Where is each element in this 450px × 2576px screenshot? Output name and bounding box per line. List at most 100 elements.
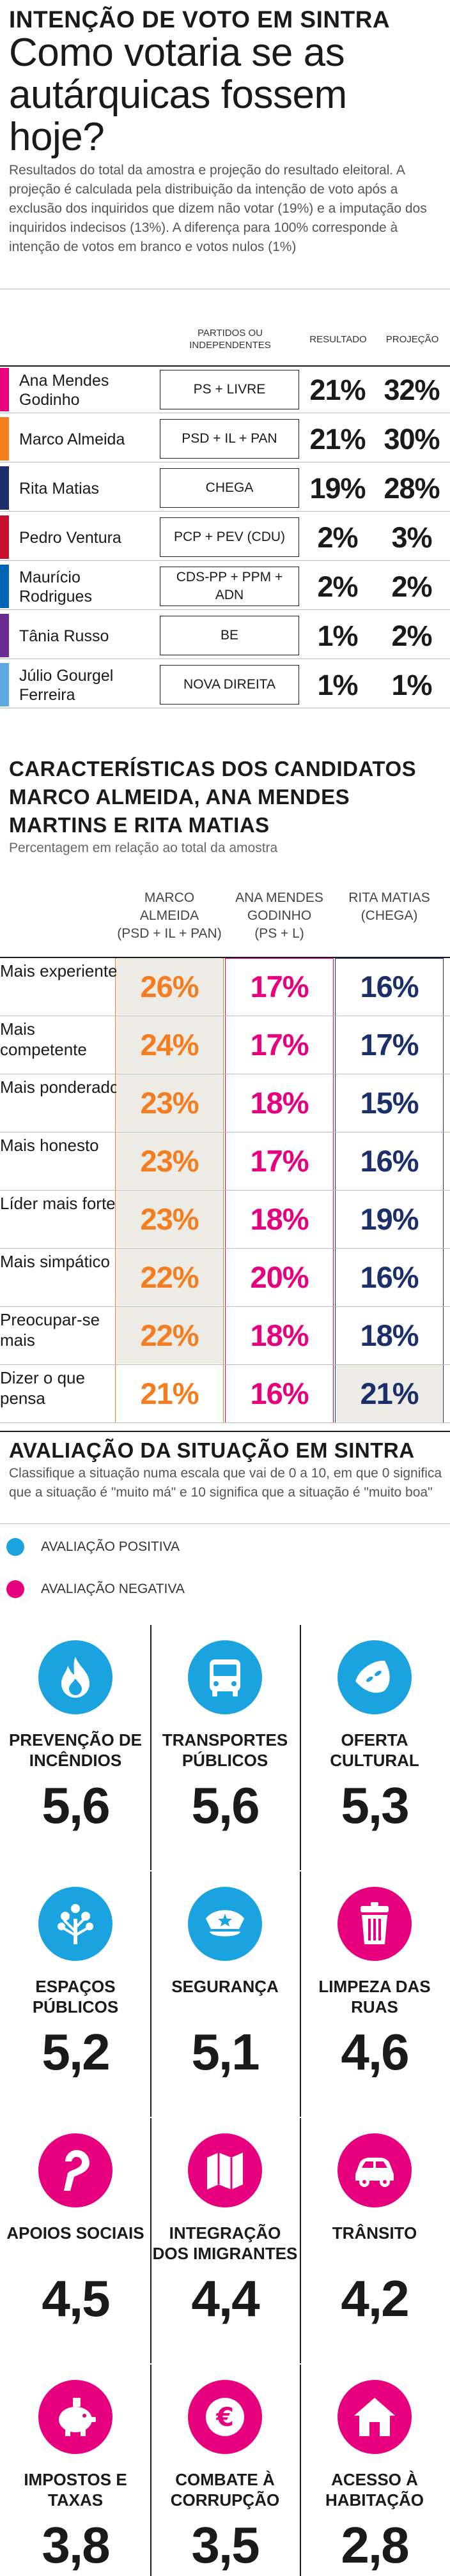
tile-divider bbox=[300, 2118, 301, 2363]
characteristic-label: Preocupar-se mais bbox=[0, 1310, 100, 1350]
evaluation-score: 4,2 bbox=[341, 2270, 409, 2327]
characteristic-label: Mais experiente bbox=[0, 961, 118, 980]
evaluation-tile: APOIOS SOCIAIS 4,5 bbox=[1, 2118, 150, 2363]
characteristic-value: 19% bbox=[360, 1202, 419, 1236]
result-value: 2% bbox=[317, 521, 358, 554]
party-color-bar bbox=[0, 614, 9, 657]
result-value: 1% bbox=[317, 668, 358, 701]
projection-value: 30% bbox=[384, 422, 440, 455]
party-box: NOVA DIREITA bbox=[160, 665, 299, 705]
projection-value: 28% bbox=[384, 471, 440, 505]
table-row: Júlio Gourgel Ferreira NOVA DIREITA 1% 1% bbox=[0, 662, 450, 708]
table-row: Rita Matias CHEGA 19% 28% bbox=[0, 465, 450, 512]
table-row: Mais ponderado 23% 18% 15% bbox=[0, 1074, 450, 1132]
characteristic-value: 20% bbox=[250, 1260, 309, 1294]
legend-positive-label: AVALIAÇÃO POSITIVA bbox=[41, 1539, 180, 1554]
evaluation-score: 3,5 bbox=[191, 2517, 260, 2573]
candidate-header: RITA MATIAS (CHEGA) bbox=[335, 889, 444, 925]
evaluation-label: ACESSO À HABITAÇÃO bbox=[325, 2470, 424, 2510]
party-color-bar bbox=[0, 565, 9, 608]
party-box: BE bbox=[160, 616, 299, 655]
table-row: Mais honesto 23% 17% 16% bbox=[0, 1132, 450, 1191]
evaluation-tile: LIMPEZA DAS RUAS 4,6 bbox=[300, 1871, 449, 2117]
candidate-header-name: RITA MATIAS bbox=[348, 890, 430, 905]
column-header-party: PARTIDOS OU INDEPENDENTES bbox=[189, 328, 271, 351]
candidate-header: ANA MENDES GODINHO (PS + L) bbox=[225, 889, 334, 943]
characteristic-label: Mais simpático bbox=[0, 1252, 110, 1271]
characteristic-value: 23% bbox=[116, 1191, 222, 1247]
evaluation-tile: SEGURANÇA 5,1 bbox=[150, 1871, 300, 2117]
characteristic-value: 21% bbox=[140, 1376, 199, 1410]
characteristic-value: 15% bbox=[360, 1086, 419, 1120]
tree-icon bbox=[38, 1887, 112, 1961]
section-title-characteristics: CARACTERÍSTICAS DOS CANDIDATOS MARCO ALM… bbox=[9, 757, 417, 837]
table-row: Mais experiente 26% 17% 16% bbox=[0, 958, 450, 1016]
section-rule bbox=[0, 1431, 450, 1432]
characteristic-value: 22% bbox=[116, 1249, 222, 1306]
evaluation-label: PREVENÇÃO DE INCÊNDIOS bbox=[8, 1730, 143, 1770]
legend-dot-negative bbox=[6, 1580, 24, 1598]
table-row: Mais simpático 22% 20% 16% bbox=[0, 1249, 450, 1307]
table-top-rule bbox=[0, 957, 450, 958]
evaluation-score: 5,1 bbox=[191, 2023, 260, 2080]
characteristic-label: Mais honesto bbox=[0, 1136, 99, 1155]
piggy-bank-icon bbox=[38, 2380, 112, 2454]
party-box: CDS-PP + PPM + ADN bbox=[160, 567, 299, 606]
result-value: 19% bbox=[309, 471, 366, 505]
evaluation-label: OFERTA CULTURAL bbox=[330, 1730, 419, 1770]
candidate-name: Rita Matias bbox=[19, 479, 100, 498]
evaluation-tile: PREVENÇÃO DE INCÊNDIOS 5,6 bbox=[1, 1625, 150, 1870]
evaluation-intro: Classifique a situação numa escala que v… bbox=[9, 1466, 442, 1500]
table-top-rule bbox=[0, 365, 450, 367]
evaluation-label: SEGURANÇA bbox=[171, 1977, 279, 1996]
evaluation-score: 5,2 bbox=[42, 2023, 110, 2080]
characteristics-subtitle: Percentagem em relação ao total da amost… bbox=[9, 841, 278, 855]
characteristic-value: 17% bbox=[250, 1144, 309, 1178]
evaluation-score: 5,6 bbox=[191, 1777, 260, 1834]
characteristic-value: 21% bbox=[336, 1365, 442, 1422]
projection-value: 2% bbox=[391, 570, 432, 603]
characteristic-value: 23% bbox=[116, 1132, 222, 1189]
candidate-name: Ana Mendes Godinho bbox=[19, 371, 109, 409]
result-value: 2% bbox=[317, 570, 358, 603]
party-box: PCP + PEV (CDU) bbox=[160, 517, 299, 557]
party-color-bar bbox=[0, 663, 9, 706]
evaluation-score: 4,4 bbox=[191, 2270, 260, 2327]
headline: Como votaria se as autárquicas fossem ho… bbox=[9, 31, 347, 159]
evaluation-tile: OFERTA CULTURAL 5,3 bbox=[300, 1625, 449, 1870]
column-header-projection: PROJEÇÃO bbox=[385, 334, 439, 345]
tile-divider bbox=[150, 1871, 151, 2117]
party-color-bar bbox=[0, 515, 9, 559]
trash-bin-icon bbox=[338, 1887, 412, 1961]
projection-value: 1% bbox=[391, 668, 432, 701]
tile-divider bbox=[300, 1625, 301, 1870]
evaluation-tile: IMPOSTOS E TAXAS 3,8 bbox=[1, 2365, 150, 2576]
evaluation-tile: INTEGRAÇÃO DOS IMIGRANTES 4,4 bbox=[150, 2118, 300, 2363]
evaluation-tile: TRANSPORTES PÚBLICOS 5,6 bbox=[150, 1625, 300, 1870]
car-icon bbox=[338, 2133, 412, 2207]
legend-negative: AVALIAÇÃO NEGATIVA bbox=[6, 1580, 185, 1598]
divider bbox=[0, 1523, 450, 1524]
evaluation-tile: TRÂNSITO 4,2 bbox=[300, 2118, 449, 2363]
evaluation-label: LIMPEZA DAS RUAS bbox=[318, 1977, 431, 2016]
table-row: Mais competente 24% 17% 17% bbox=[0, 1016, 450, 1074]
table-row: Ana Mendes Godinho PS + LIVRE 21% 32% bbox=[0, 367, 450, 413]
characteristic-label: Mais competente bbox=[0, 1019, 87, 1059]
section-title-vote-intention: INTENÇÃO DE VOTO EM SINTRA bbox=[9, 6, 391, 33]
candidate-header: MARCO ALMEIDA (PSD + IL + PAN) bbox=[115, 889, 224, 943]
legend-dot-positive bbox=[6, 1538, 24, 1556]
evaluation-label: ESPAÇOS PÚBLICOS bbox=[32, 1977, 119, 2016]
column-header-result: RESULTADO bbox=[309, 334, 367, 345]
police-cap-icon bbox=[188, 1887, 262, 1961]
party-color-bar bbox=[0, 466, 9, 510]
table-row: Maurício Rodrigues CDS-PP + PPM + ADN 2% 2% bbox=[0, 563, 450, 610]
evaluation-score: 4,5 bbox=[42, 2270, 110, 2327]
evaluation-tile: ESPAÇOS PÚBLICOS 5,2 bbox=[1, 1871, 150, 2117]
tile-divider bbox=[300, 1871, 301, 2117]
table-row: Tânia Russo BE 1% 2% bbox=[0, 613, 450, 659]
candidate-header-party: (PS + L) bbox=[254, 926, 304, 941]
characteristic-value: 22% bbox=[116, 1307, 222, 1364]
fire-icon bbox=[38, 1640, 112, 1714]
candidate-header-name: ANA MENDES GODINHO bbox=[235, 890, 323, 923]
